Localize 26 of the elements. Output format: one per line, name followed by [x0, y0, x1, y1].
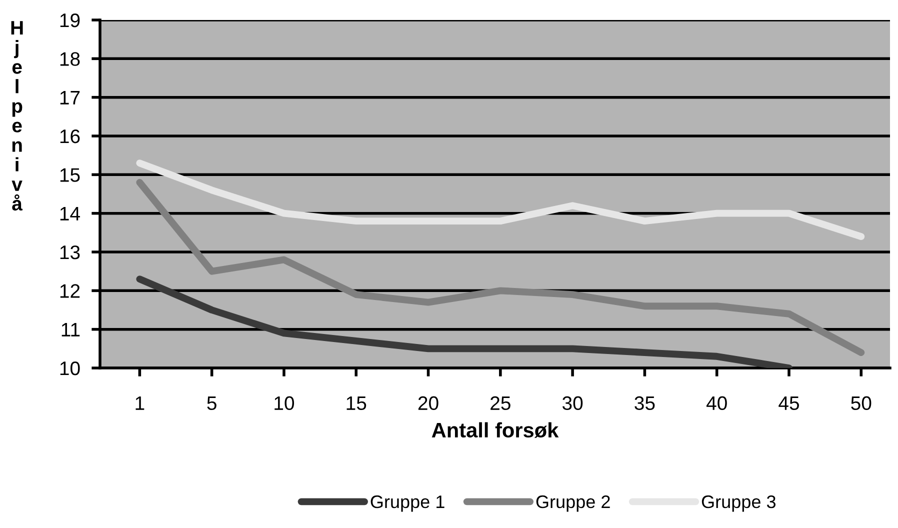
- y-tick-label: 11: [62, 323, 80, 336]
- y-tick-label: 19: [60, 13, 80, 28]
- x-tick-label: 5: [207, 396, 216, 410]
- legend-label: Gruppe 1: [370, 495, 444, 512]
- x-tick-label: 15: [346, 396, 366, 410]
- y-tick-label: 14: [60, 207, 80, 220]
- y-tick-label: 10: [60, 361, 80, 376]
- y-tick-label: 16: [60, 129, 80, 144]
- y-tick-label: 17: [60, 91, 80, 104]
- y-tick-label: 18: [60, 52, 80, 66]
- x-tick-label: 40: [706, 396, 727, 410]
- y-tick-label: 12: [60, 284, 80, 298]
- legend-label: Gruppe 2: [536, 495, 610, 512]
- x-tick-label: 45: [778, 396, 799, 410]
- legend-label: Gruppe 3: [702, 495, 776, 512]
- text: Hjelpenivå: [11, 21, 23, 211]
- x-tick-label: 50: [851, 396, 872, 410]
- y-tick-label: 13: [60, 245, 80, 260]
- x-tick-label: 20: [418, 396, 438, 410]
- x-tick-label: 30: [562, 396, 583, 410]
- x-tick-label: 25: [490, 396, 510, 410]
- x-tick-label: 10: [274, 396, 294, 410]
- x-tick-label: 1: [136, 396, 144, 410]
- y-tick-label: 15: [60, 168, 80, 182]
- x-tick-label: 35: [634, 396, 655, 410]
- x-axis-title: Antall forsøk: [432, 422, 559, 438]
